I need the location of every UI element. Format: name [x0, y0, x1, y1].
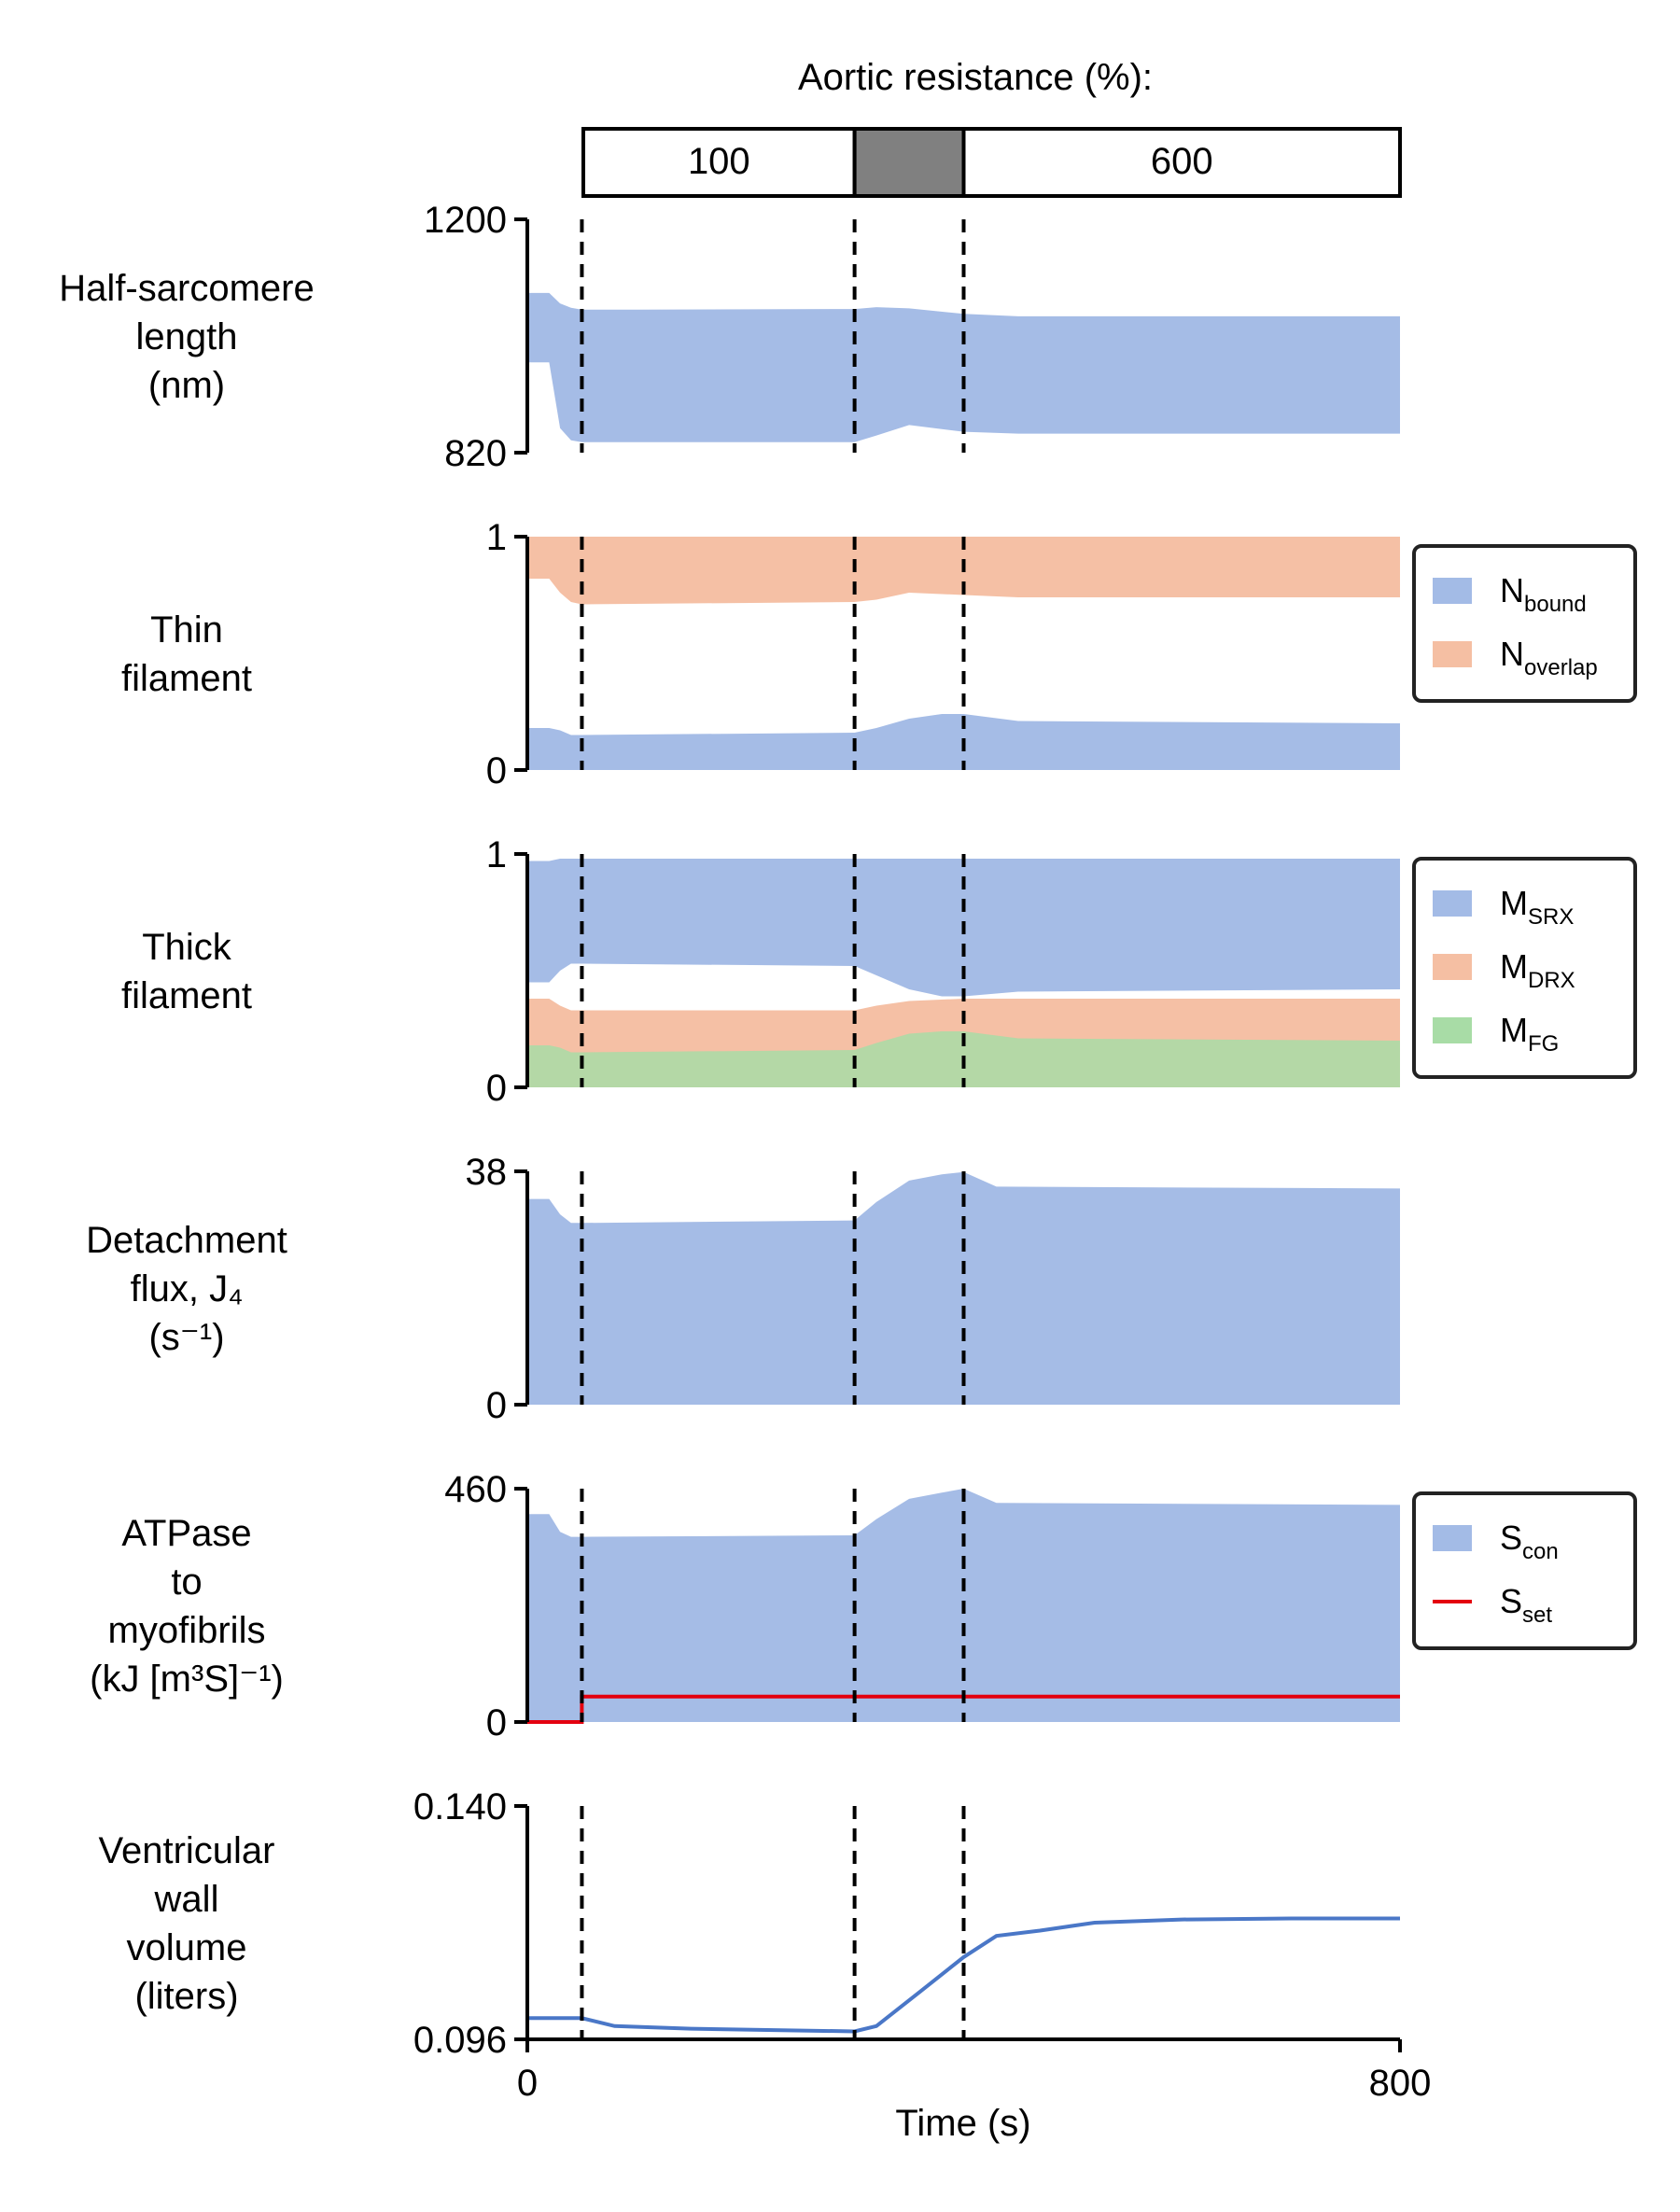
resistance-header-title: Aortic resistance (%): — [798, 57, 1153, 98]
panel-1: 1200 820 Half-sarcomere length (nm) — [59, 200, 1400, 474]
y-tick-label: 0 — [486, 1068, 507, 1109]
row-label: Thick — [142, 927, 232, 968]
row-label: (liters) — [134, 1976, 238, 2017]
row-label: length — [136, 316, 238, 357]
x-axis-label: Time (s) — [895, 2103, 1030, 2144]
row-label: (s⁻¹) — [148, 1317, 224, 1358]
panels: 1200 820 Half-sarcomere length (nm) 1 0 Thin fil… — [59, 200, 1400, 2061]
y-tick-label: 1 — [486, 517, 507, 558]
legend-swatch — [1433, 1017, 1472, 1043]
row-label: filament — [121, 658, 252, 699]
resistance-segment-label: 600 — [1151, 141, 1213, 182]
panel-5: 460 0 ATPase to myofibrils (kJ [m³S]⁻¹) — [90, 1469, 1400, 1743]
row-label: ATPase — [121, 1513, 251, 1554]
row-label: filament — [121, 975, 252, 1016]
y-tick-label: 0 — [486, 1385, 507, 1426]
y-tick-label: 0.096 — [413, 2020, 507, 2061]
row-label: (kJ [m³S]⁻¹) — [90, 1659, 284, 1700]
legend-swatch — [1433, 641, 1472, 667]
y-tick-label: 1200 — [424, 200, 507, 241]
legend-swatch — [1433, 890, 1472, 917]
row-label: Detachment — [86, 1220, 287, 1261]
s-set-line — [527, 1694, 1400, 1724]
legend-swatch — [1433, 578, 1472, 604]
volume-line — [527, 1916, 1400, 2034]
row-label: (nm) — [148, 365, 225, 406]
panel-2: 1 0 Thin filament — [121, 517, 1400, 791]
row-label: Thin — [150, 609, 223, 651]
resistance-segment-label: 100 — [688, 141, 750, 182]
row-label: Half-sarcomere — [59, 268, 314, 309]
row-label: to — [171, 1561, 202, 1603]
y-tick-label: 0 — [486, 1702, 507, 1743]
panel-6: 0.140 0.096 Ventricular wall volume (liters) — [99, 1786, 1400, 2061]
row-label: flux, J₄ — [131, 1268, 244, 1309]
y-tick-label: 38 — [466, 1152, 508, 1193]
legend-label: MSRX — [1500, 884, 1574, 930]
row-label: myofibrils — [108, 1610, 266, 1651]
area-series — [527, 292, 1400, 442]
panel-4: 38 0 Detachment flux, J₄ (s⁻¹) — [86, 1152, 1400, 1426]
y-tick-label: 1 — [486, 834, 507, 875]
resistance-header: Aortic resistance (%): 100 600 — [581, 57, 1402, 198]
x-tick-label: 800 — [1369, 2063, 1432, 2104]
y-tick-label: 820 — [444, 433, 507, 474]
resistance-segment — [961, 127, 1402, 198]
resistance-segment — [581, 127, 857, 198]
y-tick-label: 460 — [444, 1469, 507, 1510]
row-label: volume — [127, 1927, 247, 1968]
panel-3: 1 0 Thick filament — [121, 834, 1400, 1109]
x-tick-label: 0 — [517, 2063, 538, 2104]
resistance-segment — [852, 127, 966, 198]
y-tick-label: 0.140 — [413, 1786, 507, 1827]
x-axis: 0 800 Time (s) — [517, 2037, 1432, 2144]
row-label: wall — [154, 1879, 219, 1920]
row-label: Ventricular — [99, 1830, 275, 1871]
legend-swatch — [1433, 1525, 1472, 1551]
y-tick-label: 0 — [486, 750, 507, 791]
legend-swatch — [1433, 954, 1472, 980]
